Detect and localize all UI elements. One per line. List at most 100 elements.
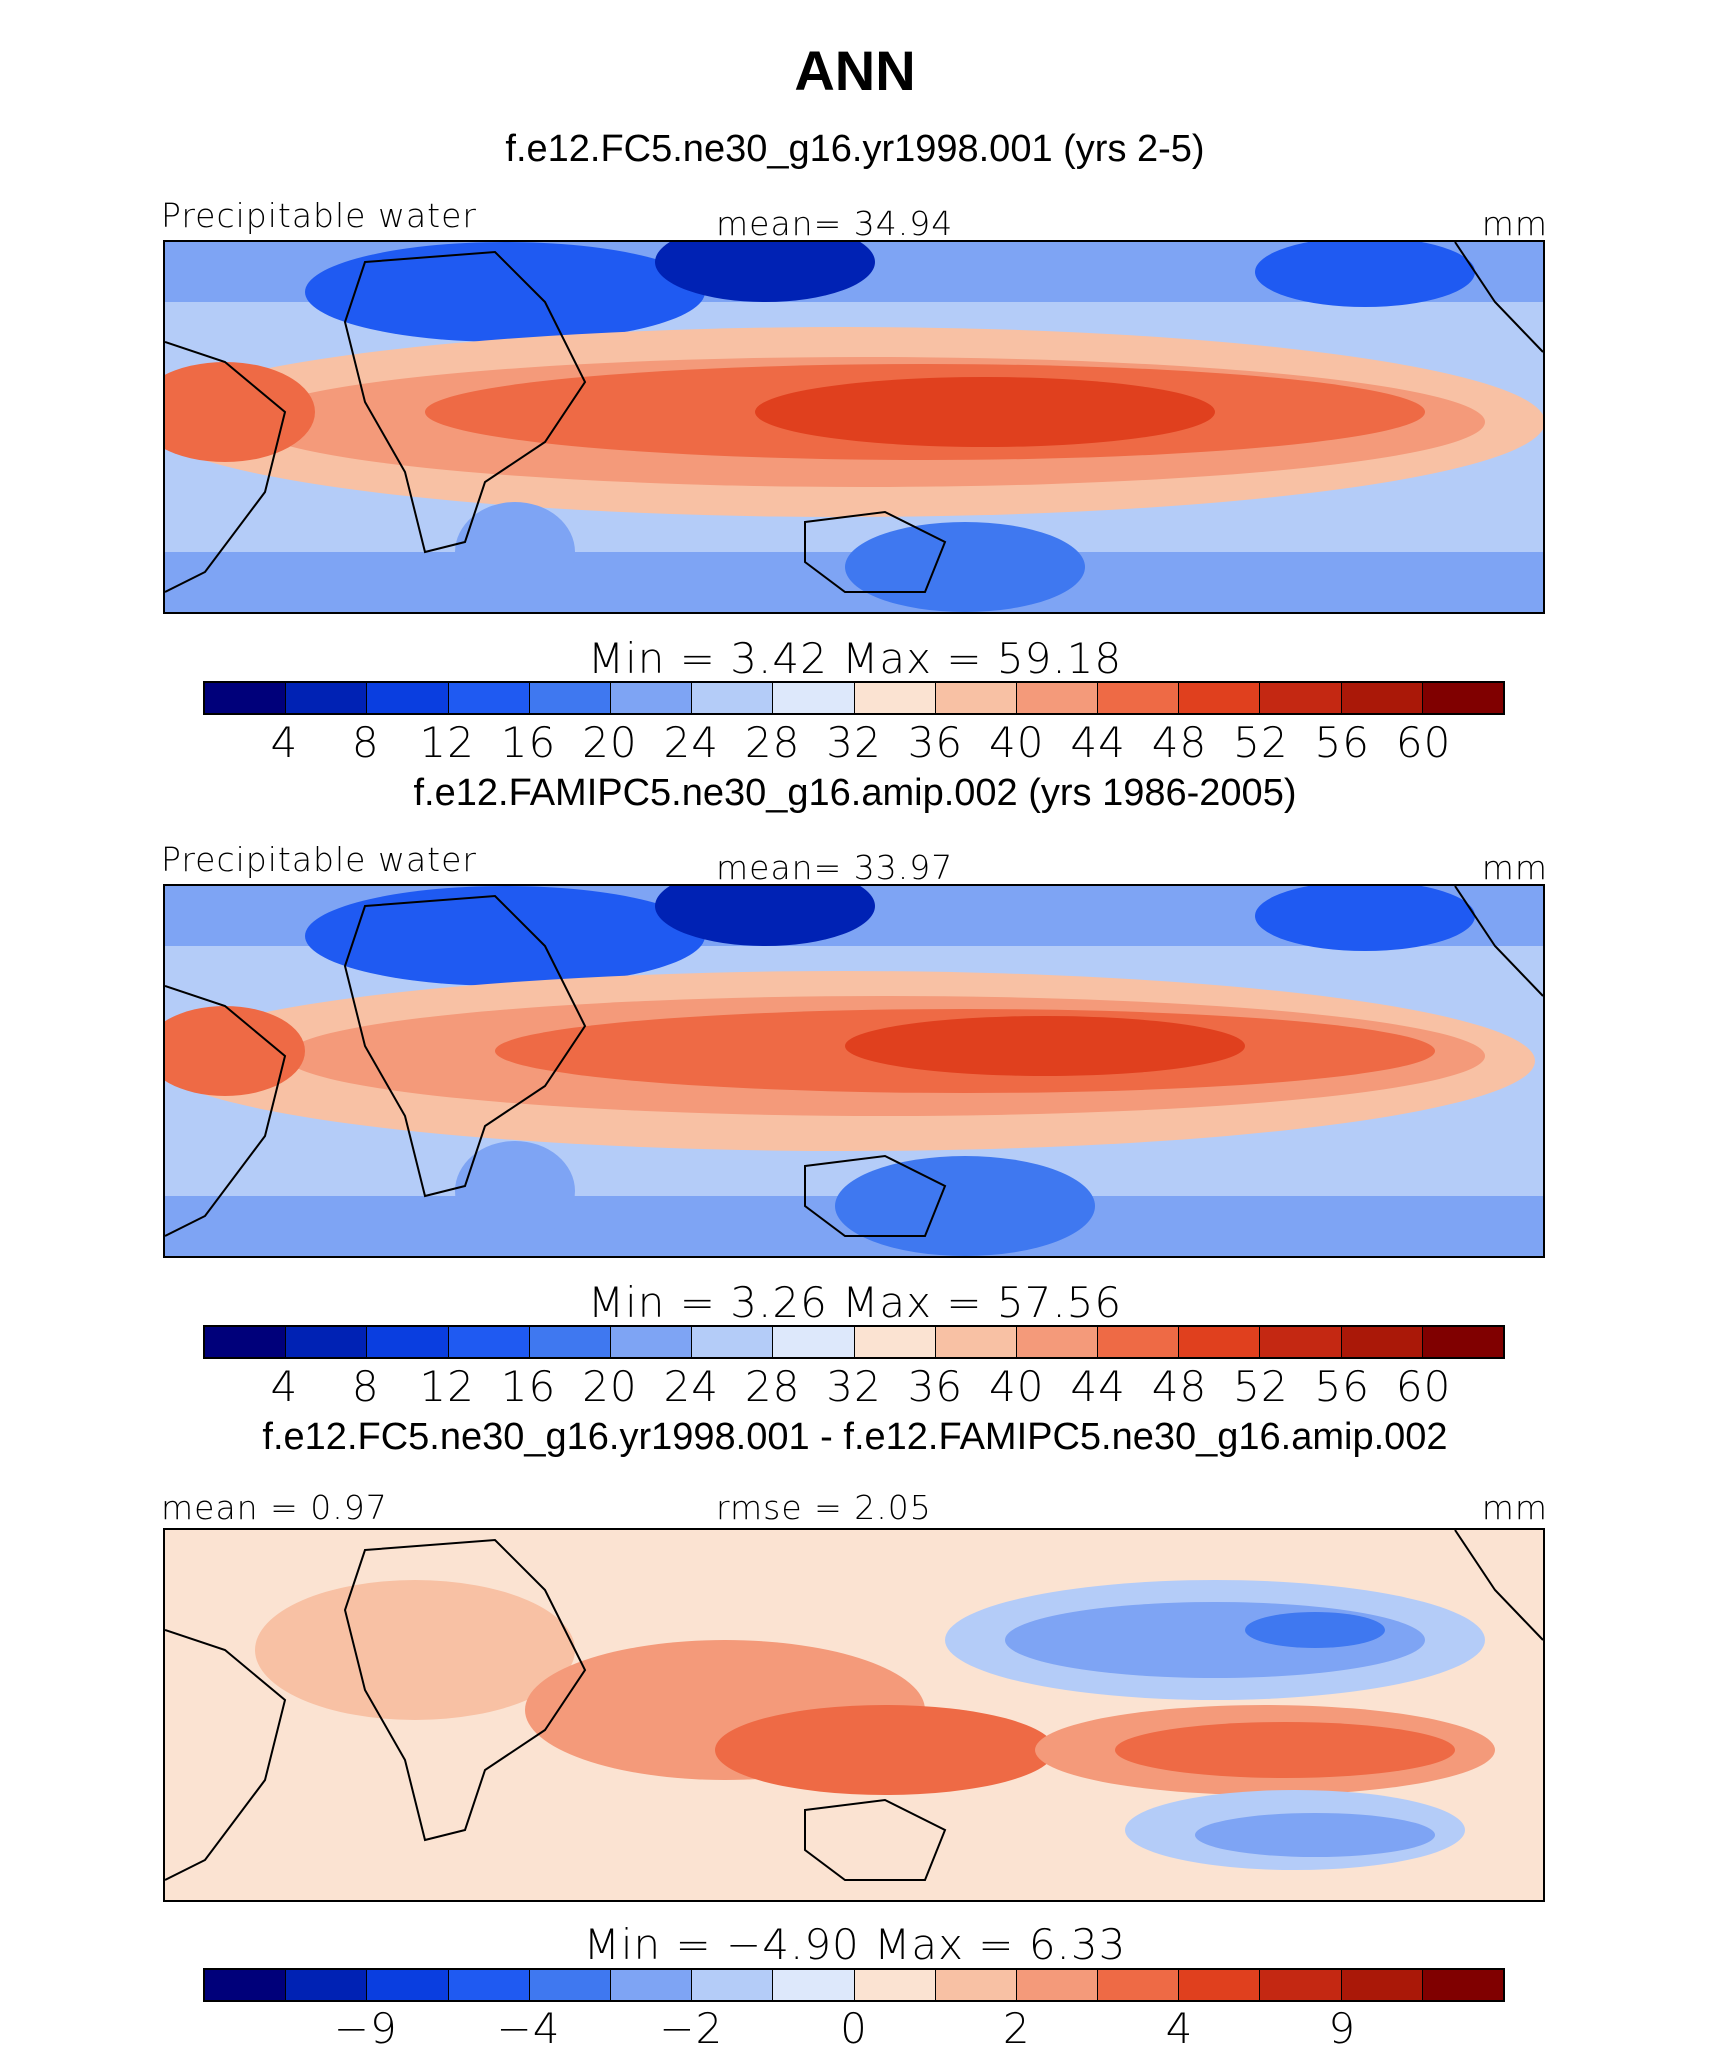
colorbar-swatch-12 bbox=[1179, 683, 1261, 713]
panel3-epac-core bbox=[1115, 1722, 1455, 1778]
colorbar-swatch-15 bbox=[1422, 683, 1503, 713]
colorbar-swatch-2 bbox=[367, 1327, 449, 1357]
colorbar-swatch-4 bbox=[529, 1327, 611, 1357]
colorbar-swatch-7 bbox=[773, 1327, 855, 1357]
colorbar-swatch-10 bbox=[1016, 683, 1099, 713]
colorbar-swatch-13 bbox=[1260, 683, 1342, 713]
panel1-samerica-coast bbox=[165, 341, 287, 593]
colorbar-tick-label: 16 bbox=[500, 1362, 557, 1411]
colorbar-tick-label: 52 bbox=[1233, 718, 1289, 767]
colorbar-tick-label: 24 bbox=[663, 1362, 719, 1411]
colorbar-swatch-10 bbox=[1016, 1970, 1099, 2000]
panel2-amazon bbox=[165, 1006, 305, 1096]
panel2-mean-label: mean= 33.97 bbox=[716, 848, 954, 887]
panel2-case-title: f.e12.FAMIPC5.ne30_g16.amip.002 (yrs 198… bbox=[413, 772, 1297, 814]
colorbar-swatch-14 bbox=[1341, 683, 1423, 713]
colorbar-swatch-13 bbox=[1260, 1970, 1342, 2000]
panel3-map bbox=[163, 1528, 1545, 1902]
colorbar-swatch-15 bbox=[1422, 1970, 1503, 2000]
colorbar-tick-label: −4 bbox=[496, 2004, 561, 2053]
colorbar-swatch-15 bbox=[1422, 1327, 1503, 1357]
colorbar-swatch-1 bbox=[286, 683, 368, 713]
colorbar-swatch-0 bbox=[205, 1970, 287, 2000]
colorbar-swatch-9 bbox=[935, 683, 1017, 713]
colorbar-swatch-4 bbox=[529, 1970, 611, 2000]
colorbar-swatch-5 bbox=[610, 1970, 693, 2000]
panel3-australia-coast bbox=[804, 1798, 947, 1881]
panel2-colorbar bbox=[203, 1325, 1505, 1359]
colorbar-tick-label: 40 bbox=[989, 718, 1045, 767]
panel3-mean-label: mean = 0.97 bbox=[161, 1488, 388, 1527]
panel3-npac-min bbox=[1245, 1612, 1385, 1648]
panel1-warm-pool-core bbox=[755, 377, 1215, 447]
panel3-case-title: f.e12.FC5.ne30_g16.yr1998.001 - f.e12.FA… bbox=[262, 1416, 1448, 1458]
panel1-australia-dry bbox=[845, 522, 1085, 612]
colorbar-tick-label: 8 bbox=[351, 718, 380, 767]
figure-title: ANN bbox=[794, 39, 916, 102]
colorbar-tick-label: 32 bbox=[826, 718, 882, 767]
panel3-map-svg bbox=[165, 1530, 1543, 1900]
colorbar-tick-label: 44 bbox=[1070, 718, 1126, 767]
panel1-case-title: f.e12.FC5.ne30_g16.yr1998.001 (yrs 2-5) bbox=[505, 128, 1205, 170]
colorbar-swatch-11 bbox=[1098, 1970, 1180, 2000]
colorbar-swatch-5 bbox=[610, 1327, 693, 1357]
colorbar-tick-label: 36 bbox=[907, 1362, 964, 1411]
colorbar-tick-label: 24 bbox=[663, 718, 719, 767]
colorbar-tick-label: −2 bbox=[659, 2004, 724, 2053]
colorbar-swatch-8 bbox=[854, 1970, 936, 2000]
colorbar-tick-label: 12 bbox=[419, 1362, 475, 1411]
colorbar-tick-label: 40 bbox=[989, 1362, 1045, 1411]
panel3-africa-coast bbox=[343, 1538, 587, 1842]
colorbar-tick-label: 52 bbox=[1233, 1362, 1289, 1411]
colorbar-tick-label: 28 bbox=[744, 718, 801, 767]
panel1-namerica-dry bbox=[1255, 242, 1475, 307]
colorbar-tick-label: 60 bbox=[1395, 1362, 1452, 1411]
colorbar-tick-label: 48 bbox=[1151, 1362, 1208, 1411]
colorbar-tick-label: 4 bbox=[270, 1362, 299, 1411]
panel2-units-label: mm bbox=[1481, 848, 1548, 887]
panel3-rmse-label: rmse = 2.05 bbox=[716, 1488, 932, 1527]
panel1-sahara-dry bbox=[305, 242, 705, 342]
colorbar-tick-label: 60 bbox=[1395, 718, 1452, 767]
colorbar-swatch-6 bbox=[692, 1970, 774, 2000]
colorbar-swatch-5 bbox=[610, 683, 693, 713]
panel1-tibet-dry bbox=[655, 242, 875, 302]
panel2-tibet-dry bbox=[655, 886, 875, 946]
panel1-units-label: mm bbox=[1481, 204, 1548, 243]
colorbar-swatch-7 bbox=[773, 1970, 855, 2000]
panel3-units-label: mm bbox=[1481, 1488, 1548, 1527]
colorbar-swatch-0 bbox=[205, 1327, 287, 1357]
panel1-mean-label: mean= 34.94 bbox=[716, 204, 954, 243]
colorbar-tick-label: 16 bbox=[500, 718, 557, 767]
panel2-australia-coast bbox=[804, 1154, 947, 1237]
colorbar-swatch-11 bbox=[1098, 683, 1180, 713]
panel2-map-svg bbox=[165, 886, 1543, 1256]
panel2-warm-pool-core bbox=[845, 1016, 1245, 1076]
colorbar-swatch-3 bbox=[448, 1327, 530, 1357]
colorbar-swatch-9 bbox=[935, 1970, 1017, 2000]
colorbar-swatch-8 bbox=[854, 1327, 936, 1357]
colorbar-swatch-12 bbox=[1179, 1327, 1261, 1357]
panel2-safrica bbox=[455, 1141, 575, 1241]
colorbar-tick-label: 8 bbox=[351, 1362, 380, 1411]
panel2-variable-label: Precipitable water bbox=[161, 840, 477, 879]
colorbar-tick-label: 9 bbox=[1328, 2004, 1357, 2053]
colorbar-swatch-6 bbox=[692, 683, 774, 713]
colorbar-tick-label: 0 bbox=[840, 2004, 868, 2053]
colorbar-swatch-12 bbox=[1179, 1970, 1261, 2000]
colorbar-tick-label: 12 bbox=[419, 718, 475, 767]
colorbar-swatch-3 bbox=[448, 1970, 530, 2000]
colorbar-tick-label: 56 bbox=[1314, 718, 1370, 767]
colorbar-tick-label: 4 bbox=[270, 718, 299, 767]
colorbar-swatch-6 bbox=[692, 1327, 774, 1357]
panel2-namerica-coast bbox=[1454, 886, 1543, 997]
panel1-colorbar bbox=[203, 681, 1505, 715]
colorbar-tick-label: 44 bbox=[1070, 1362, 1126, 1411]
colorbar-swatch-0 bbox=[205, 683, 287, 713]
panel1-australia-coast bbox=[804, 510, 947, 593]
colorbar-swatch-9 bbox=[935, 1327, 1017, 1357]
colorbar-swatch-14 bbox=[1341, 1970, 1423, 2000]
colorbar-swatch-14 bbox=[1341, 1327, 1423, 1357]
colorbar-tick-label: 20 bbox=[582, 718, 638, 767]
colorbar-swatch-1 bbox=[286, 1327, 368, 1357]
